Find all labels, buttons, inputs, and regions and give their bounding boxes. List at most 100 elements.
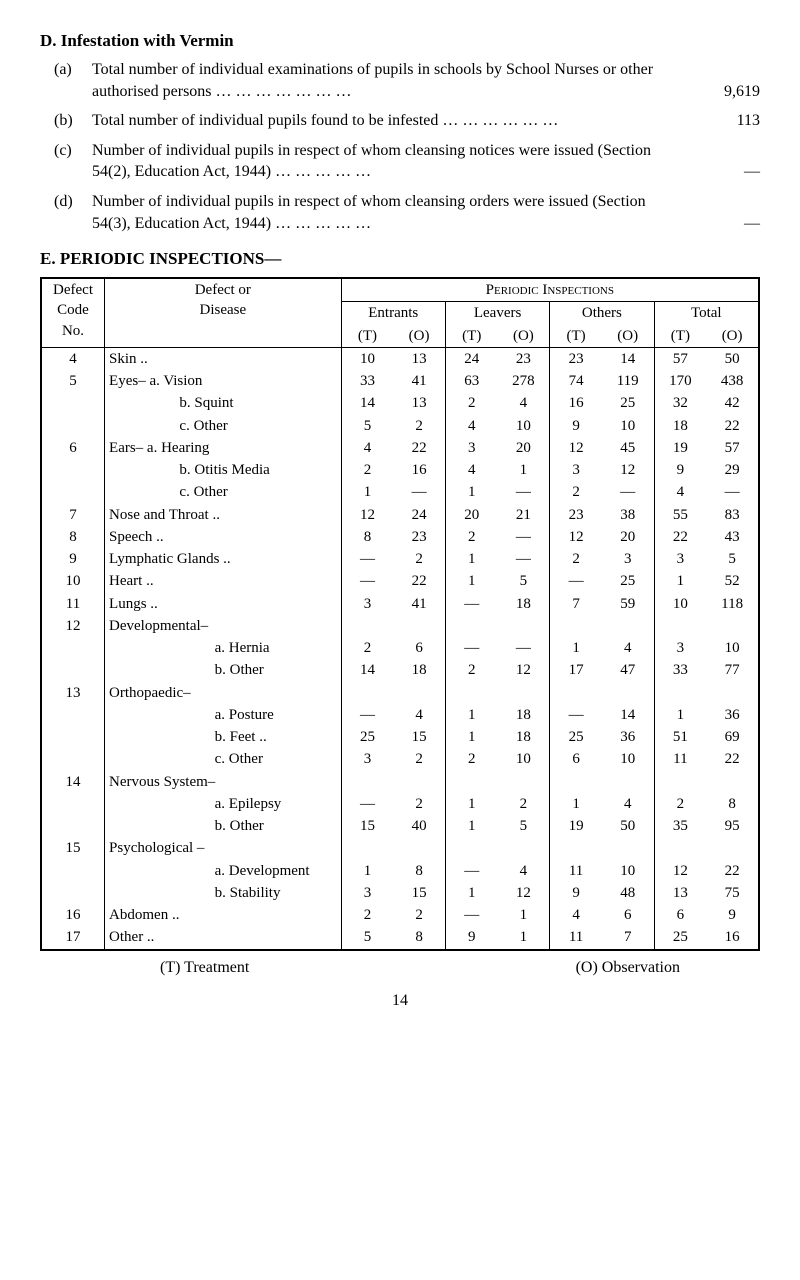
cell-leavers-o: 2 [498, 793, 550, 815]
cell-code: 7 [41, 504, 105, 526]
cell-total-o: 42 [706, 392, 759, 414]
cell-total-t [654, 837, 706, 859]
cell-total-t: 55 [654, 504, 706, 526]
cell-others-o: — [602, 481, 654, 503]
cell-entrants-o: 22 [393, 437, 445, 459]
cell-leavers-t: 1 [445, 793, 497, 815]
cell-leavers-o: — [498, 548, 550, 570]
cell-total-o [706, 615, 759, 637]
cell-total-t: 22 [654, 526, 706, 548]
cell-total-t: 3 [654, 637, 706, 659]
cell-disease: Developmental– [105, 615, 342, 637]
cell-leavers-t: 2 [445, 748, 497, 770]
list-item-label: (d) [40, 191, 92, 213]
cell-others-t: 9 [550, 882, 602, 904]
cell-others-t: — [550, 570, 602, 592]
table-row: 10Heart ..—2215—25152 [41, 570, 759, 592]
cell-entrants-o: 24 [393, 504, 445, 526]
cell-entrants-o: — [393, 481, 445, 503]
cell-code [41, 459, 105, 481]
table-row: 6Ears– a. Hearing42232012451957 [41, 437, 759, 459]
cell-total-t: 11 [654, 748, 706, 770]
col-defect-disease: Defect orDisease [105, 278, 342, 347]
cell-entrants-o: 4 [393, 704, 445, 726]
cell-total-t [654, 615, 706, 637]
cell-leavers-o: — [498, 481, 550, 503]
col-entrants-o: (O) [393, 325, 445, 348]
cell-others-t [550, 615, 602, 637]
cell-total-t: 35 [654, 815, 706, 837]
list-item-label: (a) [40, 59, 92, 81]
periodic-inspections-title: Periodic Inspections [341, 278, 759, 302]
cell-entrants-t: 25 [341, 726, 393, 748]
table-row: c. Other524109101822 [41, 415, 759, 437]
cell-entrants-o: 41 [393, 370, 445, 392]
cell-entrants-t: 2 [341, 637, 393, 659]
list-item: (a)Total number of individual examinatio… [40, 59, 760, 102]
table-row: b. Squint14132416253242 [41, 392, 759, 414]
cell-disease: a. Posture [105, 704, 342, 726]
cell-total-o: 43 [706, 526, 759, 548]
cell-entrants-o: 2 [393, 548, 445, 570]
cell-code [41, 726, 105, 748]
table-row: b. Other15401519503595 [41, 815, 759, 837]
cell-total-o: 5 [706, 548, 759, 570]
cell-leavers-t: 2 [445, 526, 497, 548]
table-row: 5Eyes– a. Vision33416327874119170438 [41, 370, 759, 392]
cell-total-o: 83 [706, 504, 759, 526]
table-row: 12Developmental– [41, 615, 759, 637]
list-item-label: (b) [40, 110, 92, 132]
cell-total-t: 1 [654, 570, 706, 592]
list-item: (d)Number of individual pupils in respec… [40, 191, 760, 234]
footer-observation: (O) Observation [576, 957, 680, 979]
cell-code: 14 [41, 771, 105, 793]
cell-others-o [602, 771, 654, 793]
cell-code: 10 [41, 570, 105, 592]
cell-total-o: 36 [706, 704, 759, 726]
page-number: 14 [40, 990, 760, 1012]
cell-total-o: 69 [706, 726, 759, 748]
cell-others-o: 47 [602, 659, 654, 681]
section-d-heading: D. Infestation with Vermin [40, 30, 760, 53]
cell-leavers-t: 9 [445, 926, 497, 949]
table-row: 8Speech ..8232—12202243 [41, 526, 759, 548]
cell-code: 12 [41, 615, 105, 637]
cell-disease: Ears– a. Hearing [105, 437, 342, 459]
cell-total-o: 8 [706, 793, 759, 815]
cell-others-t: 2 [550, 481, 602, 503]
col-total: Total [654, 302, 759, 325]
cell-total-t: 13 [654, 882, 706, 904]
list-item-value: — [690, 213, 760, 235]
cell-code [41, 659, 105, 681]
cell-others-t: 12 [550, 437, 602, 459]
col-total-o: (O) [706, 325, 759, 348]
cell-others-t [550, 837, 602, 859]
cell-leavers-o: 10 [498, 415, 550, 437]
cell-others-o: 14 [602, 704, 654, 726]
periodic-inspections-table: DefectCodeNo. Defect orDisease Periodic … [40, 277, 760, 951]
cell-total-o: 9 [706, 904, 759, 926]
cell-others-o [602, 615, 654, 637]
cell-others-o: 38 [602, 504, 654, 526]
cell-entrants-o: 8 [393, 926, 445, 949]
cell-total-t: 10 [654, 593, 706, 615]
cell-disease: Eyes– a. Vision [105, 370, 342, 392]
cell-leavers-t: 1 [445, 882, 497, 904]
cell-others-t: 2 [550, 548, 602, 570]
cell-leavers-t: 1 [445, 570, 497, 592]
table-row: 15Psychological – [41, 837, 759, 859]
cell-disease: Abdomen .. [105, 904, 342, 926]
cell-total-o: 10 [706, 637, 759, 659]
cell-total-o: 77 [706, 659, 759, 681]
cell-entrants-o: 2 [393, 793, 445, 815]
table-row: a. Posture—4118—14136 [41, 704, 759, 726]
cell-others-o: 7 [602, 926, 654, 949]
cell-disease: b. Other [105, 815, 342, 837]
table-row: 9Lymphatic Glands ..—21—2335 [41, 548, 759, 570]
cell-leavers-t [445, 615, 497, 637]
cell-others-t: 11 [550, 926, 602, 949]
cell-disease: b. Feet .. [105, 726, 342, 748]
list-item-value: 9,619 [690, 81, 760, 103]
cell-others-t: 6 [550, 748, 602, 770]
cell-others-t: — [550, 704, 602, 726]
